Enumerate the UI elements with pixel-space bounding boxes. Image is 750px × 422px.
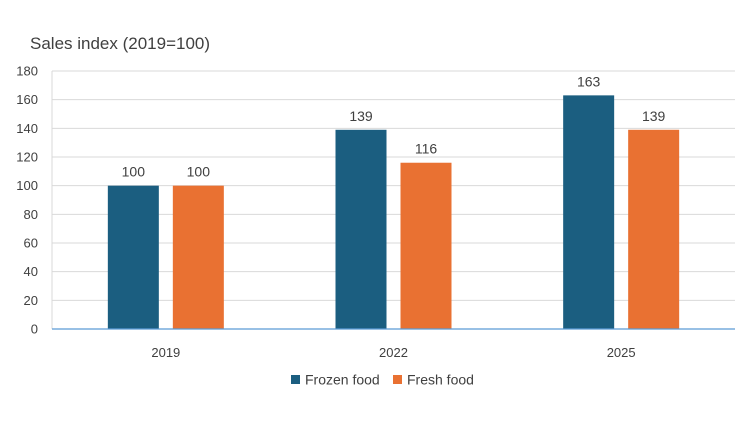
y-tick-label: 120: [16, 150, 38, 165]
y-tick-label: 160: [16, 92, 38, 107]
y-tick-label: 60: [24, 236, 38, 251]
data-label: 163: [577, 73, 601, 89]
legend: Frozen food Fresh food: [291, 372, 474, 388]
y-tick-label: 20: [24, 293, 38, 308]
y-tick-label: 180: [16, 64, 38, 79]
bar-fresh-food: [172, 185, 224, 329]
data-label: 100: [187, 164, 211, 180]
y-axis-title: Sales index (2019=100): [30, 34, 210, 53]
bar-frozen-food: [107, 185, 159, 329]
data-label: 116: [415, 141, 438, 157]
x-tick-label: 2019: [151, 345, 180, 360]
legend-swatch: [393, 375, 402, 384]
y-axis-ticks: 0 20 40 60 80 100 120 140 160 180: [16, 64, 38, 337]
data-label: 100: [122, 164, 146, 180]
y-tick-label: 140: [16, 121, 38, 136]
data-label: 139: [642, 108, 666, 124]
legend-label: Fresh food: [407, 372, 474, 388]
gridlines: [51, 70, 735, 329]
bar-fresh-food: [400, 162, 452, 329]
y-tick-label: 80: [24, 207, 38, 222]
y-tick-label: 40: [24, 264, 38, 279]
x-tick-label: 2025: [607, 345, 636, 360]
bar-frozen-food: [563, 95, 615, 329]
legend-swatch: [291, 375, 300, 384]
y-tick-label: 100: [16, 178, 38, 193]
y-tick-label: 0: [31, 322, 38, 337]
bars: [107, 95, 680, 329]
data-label: 139: [349, 108, 373, 124]
bar-frozen-food: [335, 129, 387, 329]
x-axis-ticks: 2019 2022 2025: [151, 345, 635, 360]
bar-fresh-food: [628, 129, 680, 329]
x-tick-label: 2022: [379, 345, 408, 360]
data-labels: 100 100 139 116 163 139: [122, 73, 666, 179]
legend-label: Frozen food: [305, 372, 380, 388]
